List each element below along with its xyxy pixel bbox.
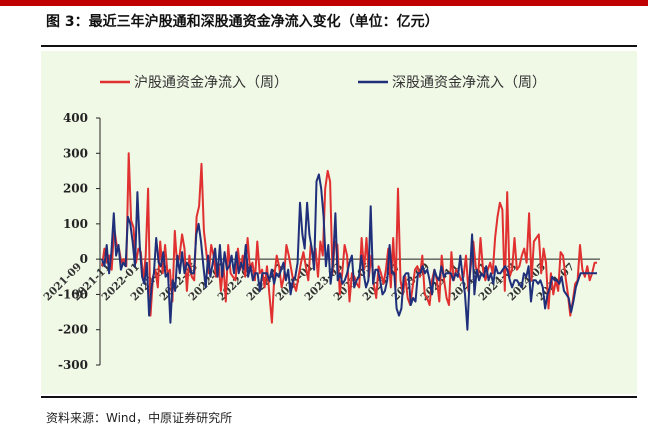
- y-tick-label-300: 300: [63, 146, 88, 160]
- plot-area: [41, 51, 637, 394]
- y-tick-label-400: 400: [63, 111, 88, 125]
- y-tick-label--300: -300: [58, 358, 88, 372]
- header-band: [0, 0, 648, 6]
- figure-title: 图 3：最近三年沪股通和深股通资金净流入变化（单位：亿元）: [46, 14, 439, 30]
- y-tick-label-100: 100: [63, 217, 88, 231]
- series-line-0: [101, 152, 597, 324]
- bottom-rule: [41, 396, 637, 398]
- y-tick-label--100: -100: [58, 287, 88, 301]
- source-note: 资料来源：Wind，中原证券研究所: [46, 411, 233, 425]
- top-rule: [41, 45, 637, 47]
- y-tick-label-0: 0: [80, 252, 88, 266]
- legend-label-0: 沪股通资金净流入（周）: [134, 75, 288, 91]
- y-tick-label--200: -200: [58, 323, 88, 337]
- legend-label-1: 深股通资金净流入（周）: [392, 75, 546, 91]
- y-tick-label-200: 200: [63, 182, 88, 196]
- series-line-1: [101, 173, 597, 331]
